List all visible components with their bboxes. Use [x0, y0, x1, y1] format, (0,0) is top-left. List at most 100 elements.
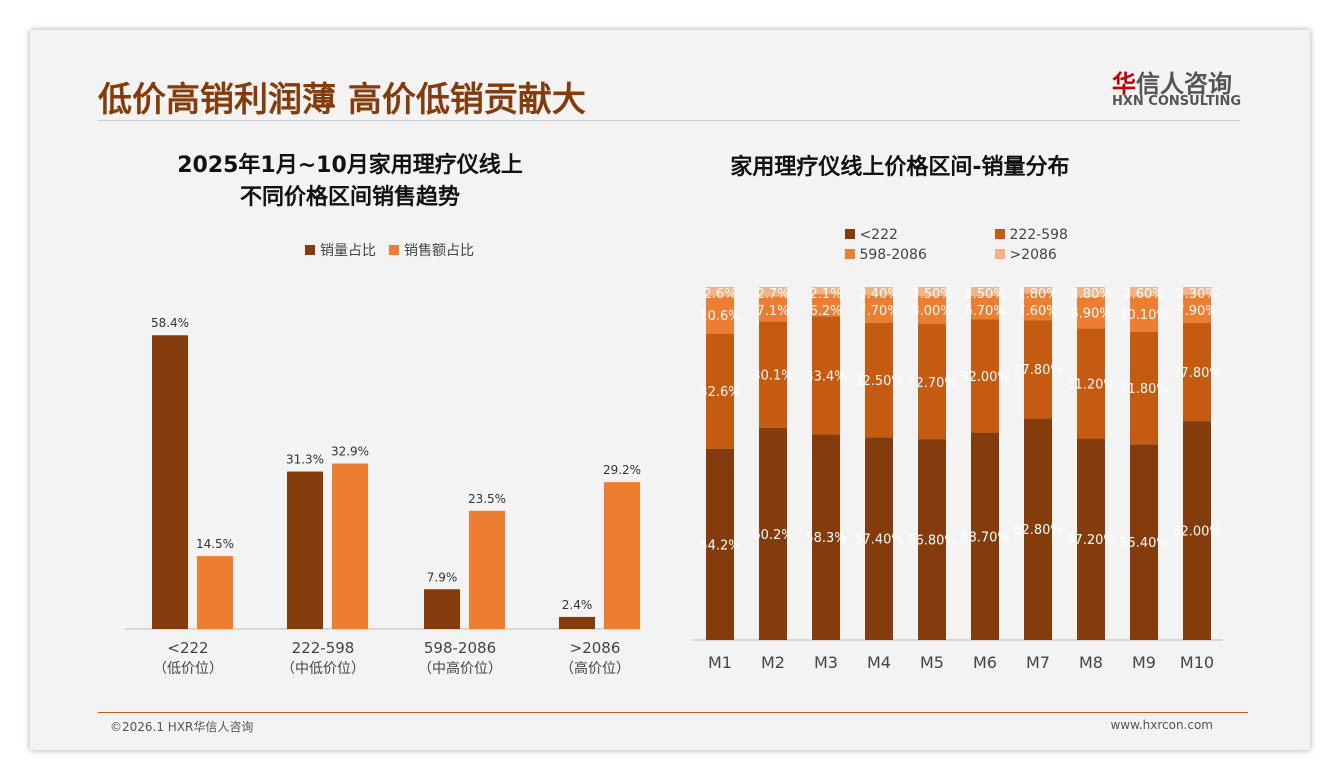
data-label: 2.60% — [1123, 287, 1164, 302]
stack-segment-2-7 — [1077, 296, 1105, 329]
bar-sales-volume-0 — [152, 335, 188, 629]
data-label: 2.50% — [911, 287, 952, 302]
logo-text: 信人咨询 — [1136, 70, 1232, 98]
data-label: 7.1% — [756, 304, 789, 319]
data-label: 32.00% — [960, 370, 1010, 385]
data-label: 7.90% — [1176, 304, 1217, 319]
legend-item: 598-2086 — [845, 247, 990, 263]
data-label: 54.2% — [699, 538, 740, 553]
data-label: 2.6% — [703, 287, 736, 302]
data-label: 32.6% — [699, 385, 740, 400]
stack-segment-2-5 — [971, 295, 999, 320]
legend-item: 222-598 — [995, 227, 1115, 243]
x-tick-label: M9 — [1132, 653, 1156, 672]
data-label: 62.80% — [1013, 523, 1063, 538]
slide: 低价高销利润薄 高价低销贡献大 华信人咨询 HXN CONSULTING 202… — [30, 30, 1310, 750]
data-label: 57.40% — [854, 533, 904, 548]
bar-sales-amount-0 — [197, 556, 233, 629]
data-label: 6.2% — [809, 304, 842, 319]
x-tick-label: <222 — [167, 639, 208, 657]
stack-segment-3-8 — [1130, 287, 1158, 297]
data-label: 10.6% — [699, 309, 740, 324]
stack-segment-3-2 — [812, 287, 840, 295]
left-chart-title: 2025年1月~10月家用理疗仪线上 不同价格区间销售趋势 — [140, 150, 560, 214]
footer-divider — [98, 712, 1248, 713]
legend-label: 销售额占比 — [404, 243, 474, 259]
x-tick-sublabel: （高价位） — [560, 660, 630, 677]
stack-segment-1-8 — [1130, 331, 1158, 445]
stack-segment-0-1 — [759, 427, 787, 640]
legend-label: 销量占比 — [320, 243, 376, 259]
data-label: 7.9% — [427, 570, 458, 584]
stack-segment-2-2 — [812, 294, 840, 317]
data-label: 57.20% — [1066, 533, 1116, 548]
data-label: 8.90% — [1070, 307, 1111, 322]
divider — [98, 120, 1240, 121]
data-label: 58.4% — [151, 316, 189, 330]
bar-sales-volume-3 — [559, 616, 595, 629]
data-label: 2.4% — [562, 598, 593, 612]
x-tick-sublabel: （低价位） — [153, 661, 223, 677]
logo-en: HXN CONSULTING — [1112, 94, 1242, 109]
stack-segment-0-9 — [1183, 421, 1211, 640]
x-tick-label: 222-598 — [292, 639, 355, 657]
stack-segment-0-8 — [1130, 444, 1158, 640]
x-tick-label: M4 — [867, 653, 891, 672]
stack-segment-0-3 — [865, 437, 893, 640]
data-label: 6.70% — [964, 304, 1005, 319]
data-label: 58.3% — [805, 531, 846, 546]
legend-item: <222 — [845, 227, 990, 243]
left-chart-title-line2: 不同价格区间销售趋势 — [239, 185, 460, 210]
stack-segment-1-9 — [1183, 323, 1211, 422]
data-label: 32.9% — [331, 445, 369, 459]
data-label: 29.2% — [603, 463, 641, 477]
data-label: 60.2% — [752, 528, 793, 543]
stack-segment-1-3 — [865, 322, 893, 438]
stack-segment-2-9 — [1183, 295, 1211, 324]
charts: 58.4% 14.5% <222 （低价位） 31.3% 32.9% 222-598 （中低价… — [125, 287, 1222, 677]
data-label: 31.20% — [1066, 377, 1116, 392]
stack-segment-1-4 — [918, 324, 946, 440]
bar-sales-volume-1 — [287, 471, 323, 629]
stack-segment-2-6 — [1024, 293, 1052, 321]
data-label: 2.40% — [858, 287, 899, 302]
x-tick-label: >2086 — [570, 639, 621, 657]
stack-segment-2-4 — [918, 295, 946, 325]
page-title: 低价高销利润薄 高价低销贡献大 — [98, 80, 586, 120]
footer-url: www.hxrcon.com — [1110, 718, 1213, 732]
data-label: 55.40% — [1119, 536, 1169, 551]
data-label: 2.7% — [756, 287, 789, 302]
x-tick-sublabel: （中低价位） — [281, 661, 365, 677]
stack-segment-3-1 — [759, 287, 787, 297]
stack-segment-3-0 — [706, 287, 734, 297]
stack-segment-3-9 — [1183, 287, 1211, 296]
data-label: 56.80% — [907, 534, 957, 549]
data-label: 32.50% — [854, 374, 904, 389]
stack-segment-2-1 — [759, 296, 787, 322]
stack-segment-1-7 — [1077, 328, 1105, 439]
data-label: 8.00% — [911, 304, 952, 319]
footer-copyright: ©2026.1 HXR华信人咨询 — [110, 720, 254, 734]
stack-segment-3-5 — [971, 287, 999, 296]
bar-sales-amount-1 — [332, 463, 368, 629]
stack-segment-0-2 — [812, 434, 840, 640]
stack-segment-3-3 — [865, 287, 893, 296]
stack-segment-1-6 — [1024, 320, 1052, 419]
data-label: 30.1% — [752, 369, 793, 384]
x-tick-label: M2 — [761, 653, 785, 672]
bar-sales-amount-3 — [604, 482, 640, 629]
bar-sales-volume-2 — [424, 589, 460, 629]
data-label: 62.00% — [1172, 525, 1222, 540]
stack-segment-0-0 — [706, 448, 734, 640]
left-chart-title-line1: 2025年1月~10月家用理疗仪线上 — [177, 153, 523, 178]
x-tick-label: M7 — [1026, 653, 1050, 672]
stack-segment-0-6 — [1024, 418, 1052, 640]
data-label: 2.1% — [809, 287, 842, 302]
data-label: 2.30% — [1176, 287, 1217, 302]
data-label: 7.70% — [858, 304, 899, 319]
stack-segment-0-5 — [971, 432, 999, 640]
right-chart: 54.2% 32.6% 10.6% 2.6% M1 60.2% 30.1% 7.1% 2.7% M… — [692, 287, 1222, 672]
stack-segment-3-6 — [1024, 287, 1052, 294]
data-label: 1.80% — [1017, 287, 1058, 302]
stack-segment-3-4 — [918, 287, 946, 296]
